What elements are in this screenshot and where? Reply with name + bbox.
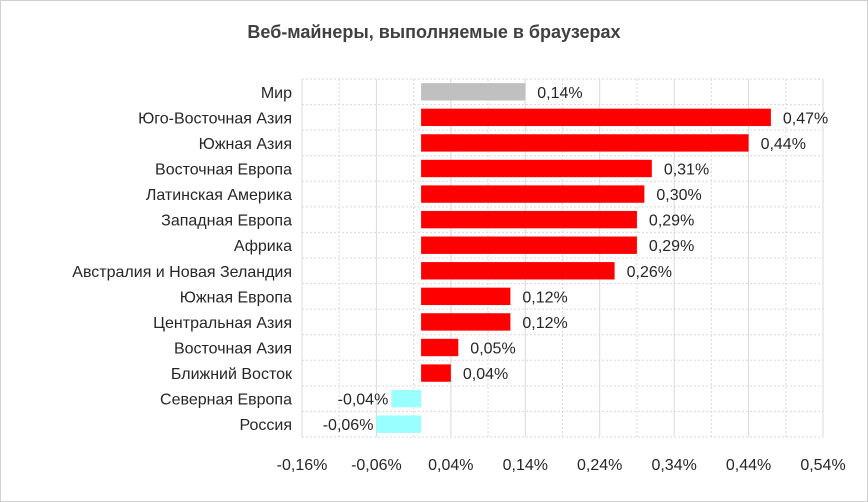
- category-label: Мир: [261, 85, 292, 102]
- x-tick-label: 0,14%: [503, 457, 548, 474]
- category-labels: Мир Юго-Восточная Азия Южная Азия Восточная…: [72, 85, 293, 434]
- category-label: Южная Европа: [180, 289, 292, 306]
- data-label: 0,47%: [783, 110, 828, 127]
- chart-title: Веб-майнеры, выполняемые в браузерах: [247, 22, 621, 42]
- bar: [421, 313, 511, 331]
- category-label: Юго-Восточная Азия: [138, 110, 292, 127]
- bar: [421, 262, 615, 280]
- data-label: 0,26%: [627, 264, 672, 281]
- bar: [421, 185, 645, 203]
- category-label: Австралия и Новая Зеландия: [72, 264, 292, 281]
- category-label: Латинская Америка: [146, 187, 292, 204]
- category-label: Западная Европа: [161, 213, 292, 230]
- x-tick-label: 0,54%: [800, 457, 845, 474]
- category-label: Южная Азия: [199, 136, 292, 153]
- category-label: Северная Европа: [160, 392, 292, 409]
- bar: [421, 210, 637, 229]
- x-tick-label: 0,34%: [651, 457, 696, 474]
- data-labels: 0,14% 0,47% 0,44% 0,31% 0,30% 0,29% 0,29% 0,26%…: [323, 85, 829, 434]
- x-tick-label: 0,44%: [726, 457, 771, 474]
- x-axis-ticks: -0,16% -0,06% 0,04% 0,14% 0,24% 0,34% 0,44% 0,5…: [277, 457, 846, 474]
- data-label: 0,29%: [649, 238, 694, 255]
- bar: [391, 389, 422, 408]
- x-tick-label: -0,16%: [277, 457, 328, 474]
- bar: [421, 287, 511, 306]
- bar: [421, 236, 637, 254]
- bar: [421, 108, 771, 127]
- data-label: 0,04%: [463, 366, 508, 383]
- category-label: Ближний Восток: [171, 366, 293, 383]
- bar: [421, 134, 749, 152]
- data-label: 0,12%: [522, 315, 567, 332]
- category-label: Африка: [234, 238, 292, 255]
- category-label: Восточная Азия: [174, 341, 292, 358]
- category-label: Восточная Европа: [155, 162, 292, 179]
- data-label: 0,29%: [649, 213, 694, 230]
- category-label: Центральная Азия: [153, 315, 292, 332]
- data-label: -0,06%: [323, 417, 374, 434]
- data-label: -0,04%: [338, 392, 389, 409]
- data-label: 0,31%: [664, 162, 709, 179]
- bars: [376, 83, 771, 433]
- x-tick-label: 0,04%: [428, 457, 473, 474]
- data-label: 0,14%: [537, 85, 582, 102]
- data-label: 0,05%: [470, 341, 515, 358]
- data-label: 0,44%: [761, 136, 806, 153]
- data-label: 0,30%: [656, 187, 701, 204]
- category-label: Россия: [240, 417, 292, 434]
- x-tick-label: 0,24%: [577, 457, 622, 474]
- bar: [376, 415, 422, 433]
- gridlines: [301, 78, 824, 438]
- data-label: 0,12%: [522, 289, 567, 306]
- bar: [421, 338, 459, 357]
- bar: [421, 364, 451, 382]
- bar: [421, 159, 652, 178]
- x-tick-label: -0,06%: [351, 457, 402, 474]
- bar: [421, 83, 526, 101]
